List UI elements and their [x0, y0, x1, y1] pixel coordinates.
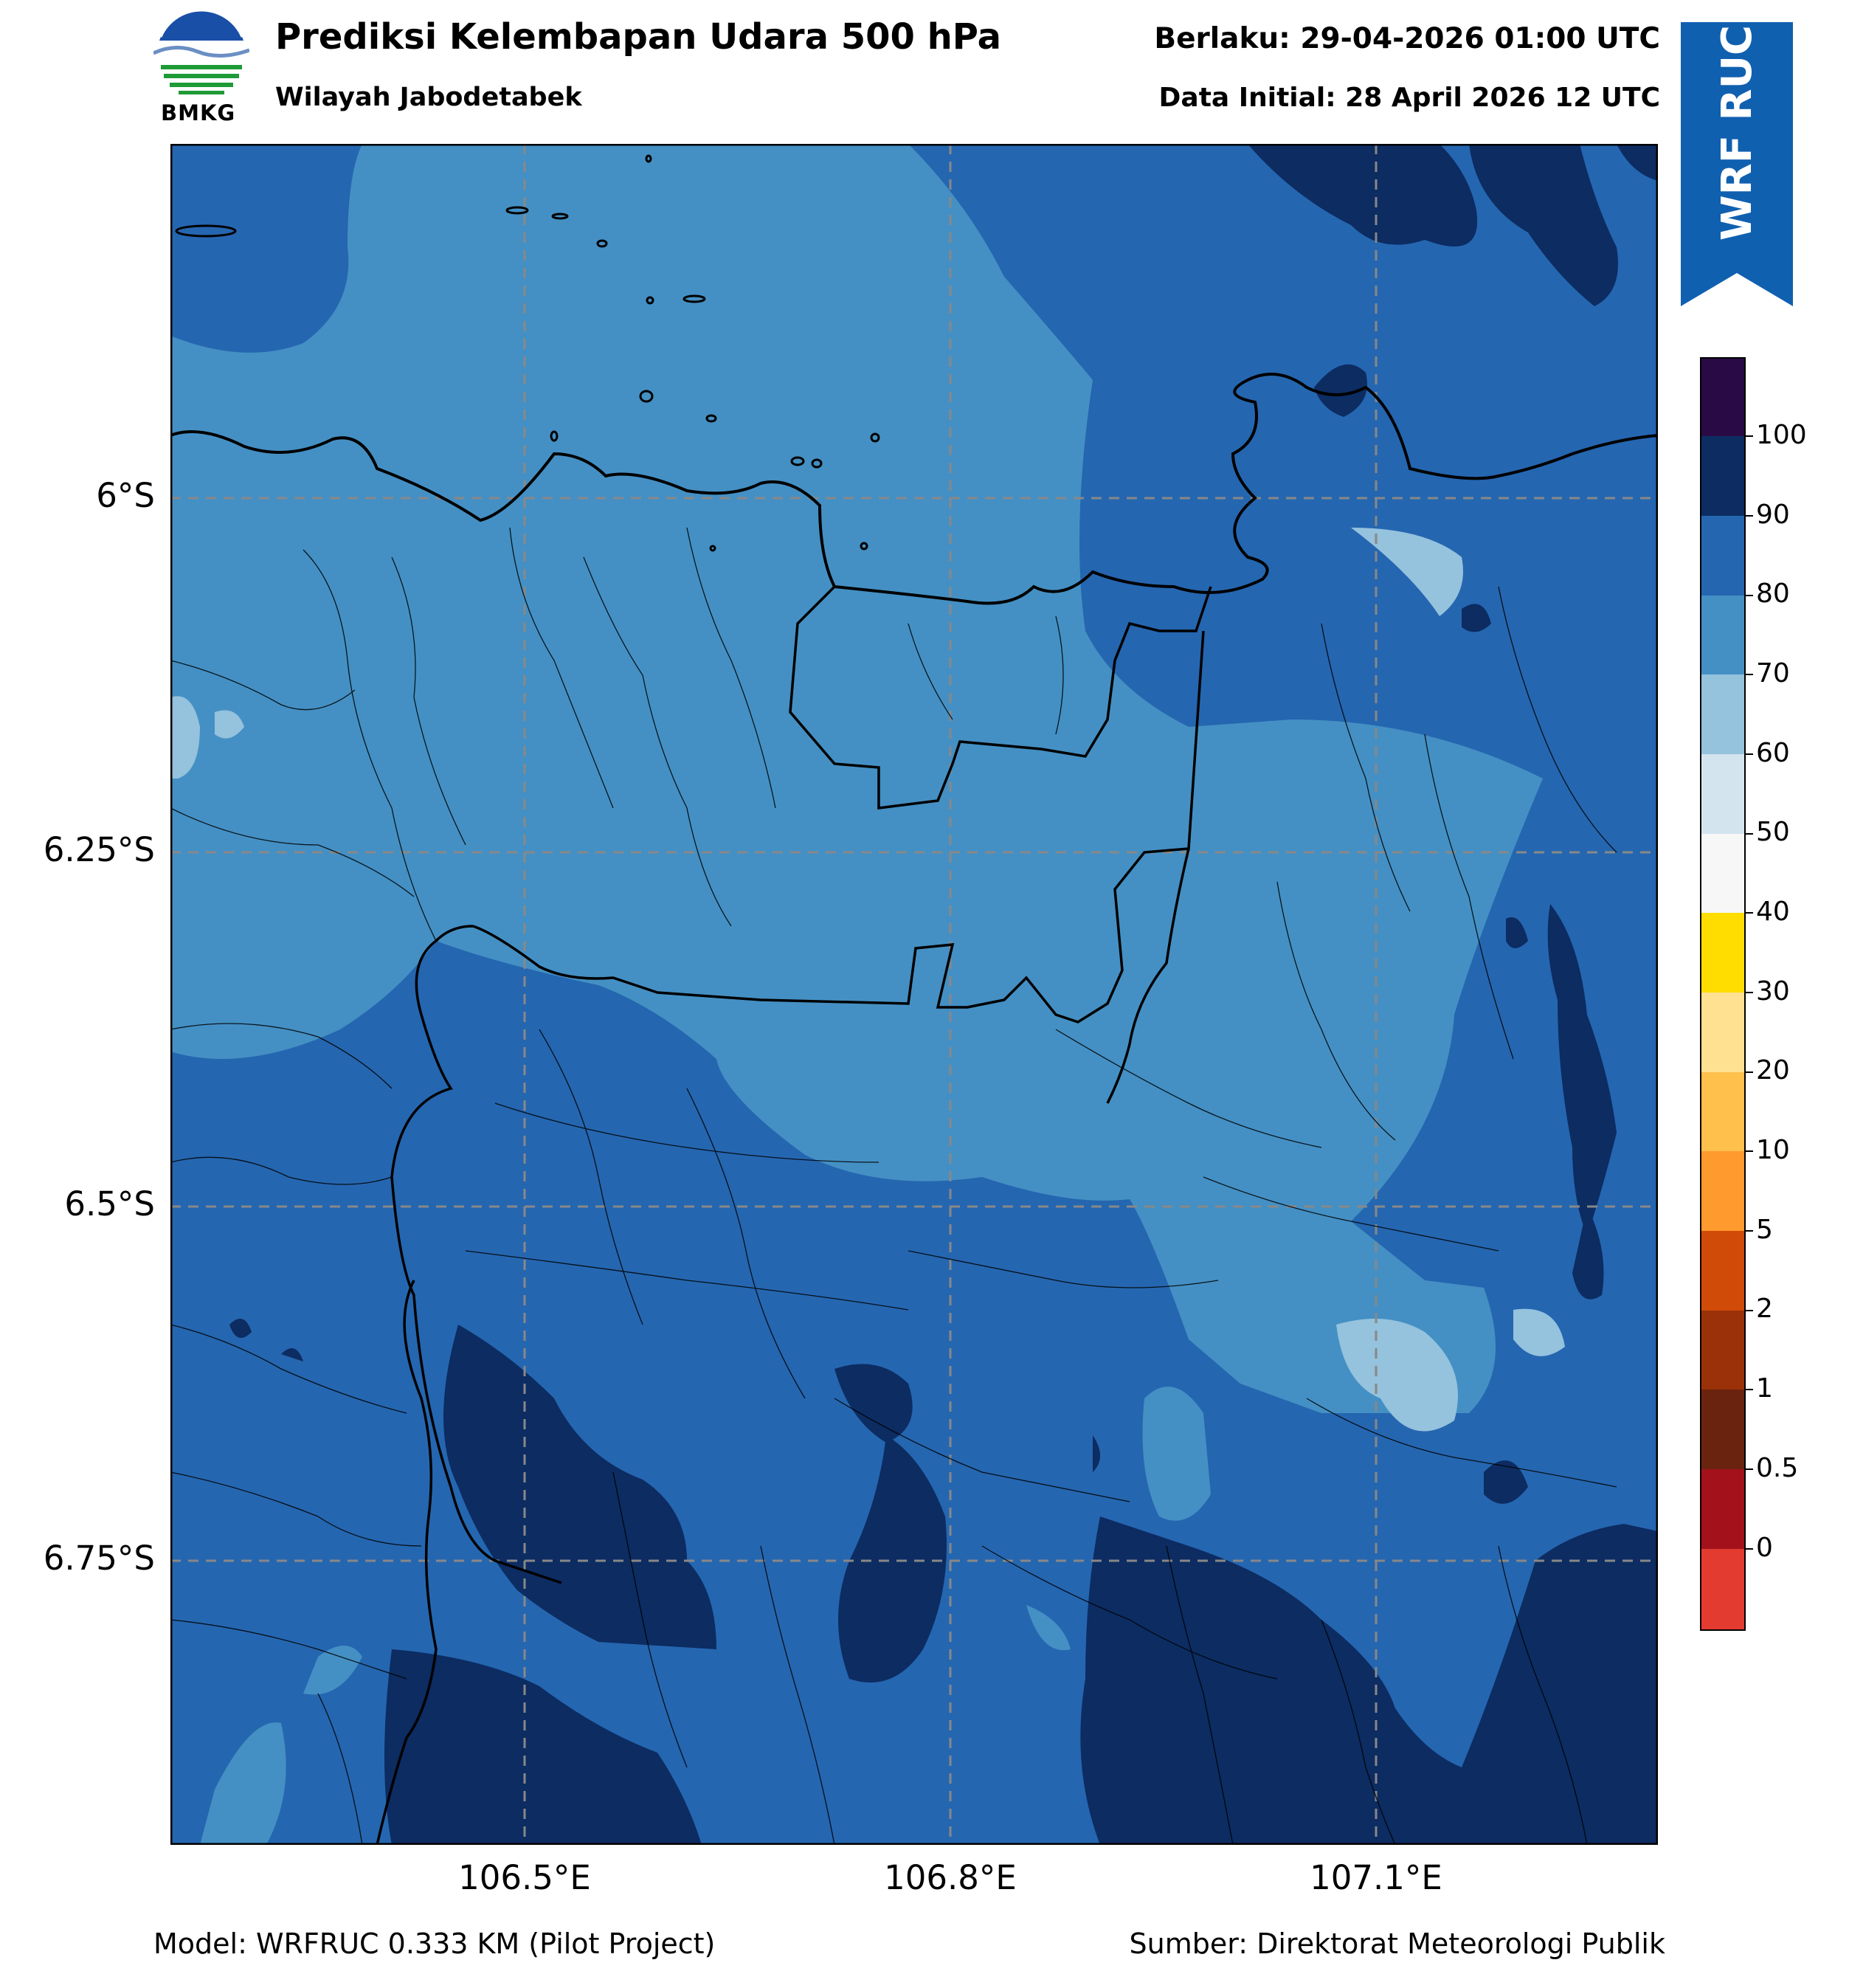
- footer-source: Sumber: Direktorat Meteorologi Publik: [1129, 1927, 1665, 1960]
- cb-label-1: 1: [1756, 1373, 1773, 1404]
- wrf-ruc-ribbon: [1681, 22, 1793, 306]
- cb-label-100: 100: [1756, 420, 1807, 450]
- lat-label-6-75s: 6.75°S: [43, 1539, 155, 1578]
- cb-label-30: 30: [1756, 976, 1790, 1007]
- cb-label-5: 5: [1756, 1215, 1773, 1245]
- colorbar: [1700, 357, 1746, 1631]
- lon-label-107-1e: 107.1°E: [1310, 1858, 1442, 1897]
- cb-label-10: 10: [1756, 1135, 1790, 1165]
- ribbon-label: WRF RUC: [1713, 25, 1761, 241]
- map-subtitle: Wilayah Jabodetabek: [275, 83, 582, 112]
- data-initial: Data Initial: 28 April 2026 12 UTC: [1158, 83, 1660, 113]
- lon-label-106-8e: 106.8°E: [884, 1858, 1017, 1897]
- coastline: [170, 373, 1658, 605]
- footer-model: Model: WRFRUC 0.333 KM (Pilot Project): [153, 1927, 716, 1960]
- map-title: Prediksi Kelembapan Udara 500 hPa: [275, 16, 1002, 58]
- cb-label-90: 90: [1756, 500, 1790, 530]
- district-boundaries: [170, 527, 1617, 1845]
- cb-label-60: 60: [1756, 738, 1790, 768]
- humidity-map: [170, 144, 1658, 1845]
- lon-label-106-5e: 106.5°E: [458, 1858, 591, 1897]
- lat-label-6-25s: 6.25°S: [43, 830, 155, 869]
- cb-label-70: 70: [1756, 658, 1790, 688]
- grid-lines: [170, 144, 1658, 1845]
- valid-time: Berlaku: 29-04-2026 01:00 UTC: [1154, 22, 1660, 55]
- logo-text: BMKG: [161, 100, 236, 125]
- humidity-zone-60-70: [170, 696, 200, 779]
- cb-label-80: 80: [1756, 579, 1790, 609]
- cb-label-2: 2: [1756, 1294, 1773, 1324]
- lat-label-6s: 6°S: [96, 476, 155, 515]
- province-boundaries: [376, 585, 1212, 1845]
- islands: [175, 154, 880, 552]
- cb-label-20: 20: [1756, 1055, 1790, 1086]
- bmkg-logo-icon: [153, 7, 249, 100]
- cb-label-40: 40: [1756, 897, 1790, 927]
- cb-label-0: 0: [1756, 1533, 1773, 1563]
- humidity-zone-90-100: [229, 144, 1658, 1845]
- cb-label-0-5: 0.5: [1756, 1453, 1799, 1483]
- cb-label-50: 50: [1756, 817, 1790, 847]
- colorbar-ticks: [1746, 357, 1755, 1631]
- lat-label-6-5s: 6.5°S: [64, 1184, 155, 1223]
- humidity-zone-70-80: [170, 144, 1543, 1413]
